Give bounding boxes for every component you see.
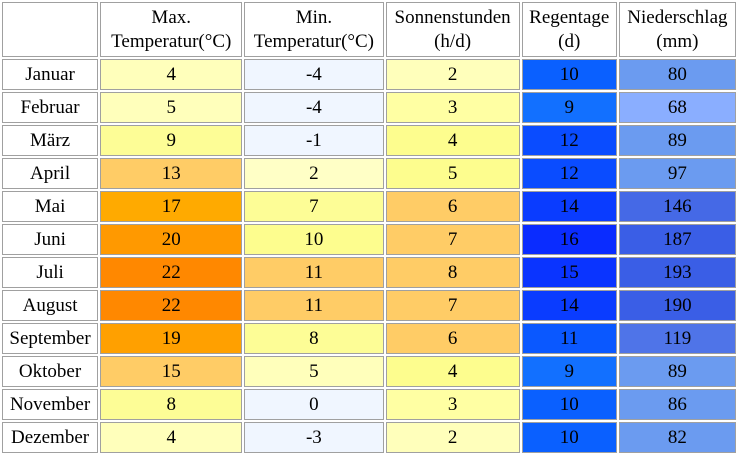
- cell-sunshine: 5: [385, 158, 520, 189]
- cell-sunshine: 2: [385, 59, 520, 90]
- month-label: August: [2, 290, 99, 321]
- table-row: März 9 -1 4 12 89: [2, 125, 736, 156]
- month-label: Mai: [2, 191, 99, 222]
- table-header: Max. Temperatur(°C) Min. Temperatur(°C) So…: [2, 2, 736, 57]
- table-row: Dezember 4 -3 2 10 82: [2, 422, 736, 453]
- cell-max-temp: 19: [100, 323, 243, 354]
- corner-cell: [2, 2, 99, 57]
- month-label: März: [2, 125, 99, 156]
- table-row: Juli 22 11 8 15 193: [2, 257, 736, 288]
- cell-sunshine: 8: [385, 257, 520, 288]
- cell-rain-days: 12: [521, 158, 617, 189]
- cell-min-temp: 11: [244, 257, 384, 288]
- cell-sunshine: 3: [385, 389, 520, 420]
- cell-rain-days: 9: [521, 356, 617, 387]
- cell-rain-days: 15: [521, 257, 617, 288]
- cell-precipitation: 89: [618, 125, 736, 156]
- header-precipitation: Niederschlag (mm): [618, 2, 736, 57]
- table-row: Februar 5 -4 3 9 68: [2, 92, 736, 123]
- cell-max-temp: 17: [100, 191, 243, 222]
- month-label: Juli: [2, 257, 99, 288]
- cell-min-temp: -4: [244, 59, 384, 90]
- cell-precipitation: 86: [618, 389, 736, 420]
- cell-rain-days: 10: [521, 59, 617, 90]
- month-label: Dezember: [2, 422, 99, 453]
- cell-precipitation: 82: [618, 422, 736, 453]
- table-row: Oktober 15 5 4 9 89: [2, 356, 736, 387]
- cell-rain-days: 11: [521, 323, 617, 354]
- cell-rain-days: 10: [521, 389, 617, 420]
- cell-rain-days: 14: [521, 191, 617, 222]
- table-row: Januar 4 -4 2 10 80: [2, 59, 736, 90]
- cell-rain-days: 9: [521, 92, 617, 123]
- cell-sunshine: 3: [385, 92, 520, 123]
- cell-max-temp: 20: [100, 224, 243, 255]
- cell-sunshine: 4: [385, 356, 520, 387]
- cell-precipitation: 97: [618, 158, 736, 189]
- cell-max-temp: 4: [100, 59, 243, 90]
- cell-sunshine: 7: [385, 290, 520, 321]
- cell-sunshine: 7: [385, 224, 520, 255]
- cell-max-temp: 13: [100, 158, 243, 189]
- cell-min-temp: 10: [244, 224, 384, 255]
- cell-precipitation: 187: [618, 224, 736, 255]
- cell-rain-days: 16: [521, 224, 617, 255]
- month-label: Februar: [2, 92, 99, 123]
- cell-rain-days: 14: [521, 290, 617, 321]
- table-row: Mai 17 7 6 14 146: [2, 191, 736, 222]
- header-min-temp: Min. Temperatur(°C): [244, 2, 384, 57]
- header-max-temp: Max. Temperatur(°C): [100, 2, 243, 57]
- cell-min-temp: 5: [244, 356, 384, 387]
- cell-min-temp: -1: [244, 125, 384, 156]
- cell-rain-days: 10: [521, 422, 617, 453]
- table-row: Juni 20 10 7 16 187: [2, 224, 736, 255]
- cell-precipitation: 89: [618, 356, 736, 387]
- table-body: Januar 4 -4 2 10 80 Februar 5 -4 3 9 68 März 9 -1 4 12…: [2, 59, 736, 453]
- table-row: November 8 0 3 10 86: [2, 389, 736, 420]
- cell-min-temp: 7: [244, 191, 384, 222]
- cell-min-temp: 8: [244, 323, 384, 354]
- cell-precipitation: 68: [618, 92, 736, 123]
- cell-max-temp: 22: [100, 290, 243, 321]
- cell-max-temp: 5: [100, 92, 243, 123]
- cell-max-temp: 4: [100, 422, 243, 453]
- table-row: August 22 11 7 14 190: [2, 290, 736, 321]
- cell-precipitation: 190: [618, 290, 736, 321]
- cell-sunshine: 6: [385, 323, 520, 354]
- cell-sunshine: 2: [385, 422, 520, 453]
- month-label: November: [2, 389, 99, 420]
- cell-precipitation: 146: [618, 191, 736, 222]
- header-rain-days: Regentage (d): [521, 2, 617, 57]
- cell-max-temp: 15: [100, 356, 243, 387]
- cell-min-temp: -4: [244, 92, 384, 123]
- cell-min-temp: 0: [244, 389, 384, 420]
- cell-precipitation: 80: [618, 59, 736, 90]
- month-label: Januar: [2, 59, 99, 90]
- cell-min-temp: 11: [244, 290, 384, 321]
- header-row: Max. Temperatur(°C) Min. Temperatur(°C) So…: [2, 2, 736, 57]
- month-label: Oktober: [2, 356, 99, 387]
- cell-sunshine: 4: [385, 125, 520, 156]
- cell-max-temp: 8: [100, 389, 243, 420]
- cell-min-temp: -3: [244, 422, 384, 453]
- month-label: April: [2, 158, 99, 189]
- table-row: April 13 2 5 12 97: [2, 158, 736, 189]
- cell-precipitation: 119: [618, 323, 736, 354]
- month-label: September: [2, 323, 99, 354]
- cell-precipitation: 193: [618, 257, 736, 288]
- cell-min-temp: 2: [244, 158, 384, 189]
- header-sunshine: Sonnenstunden (h/d): [385, 2, 520, 57]
- cell-max-temp: 22: [100, 257, 243, 288]
- table-row: September 19 8 6 11 119: [2, 323, 736, 354]
- month-label: Juni: [2, 224, 99, 255]
- cell-max-temp: 9: [100, 125, 243, 156]
- cell-rain-days: 12: [521, 125, 617, 156]
- cell-sunshine: 6: [385, 191, 520, 222]
